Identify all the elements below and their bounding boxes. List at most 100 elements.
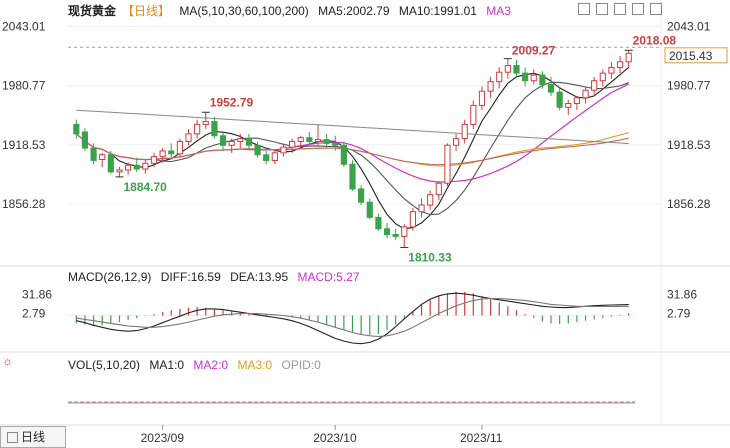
candle-body — [444, 144, 451, 184]
time-axis-label: 2023/11 — [460, 431, 503, 445]
candle-body — [81, 131, 89, 149]
candle-body — [608, 66, 615, 74]
candle-body — [625, 52, 632, 63]
candle-body — [107, 154, 114, 173]
candle-body — [591, 80, 598, 91]
candle-body — [271, 152, 278, 161]
candle-body — [245, 138, 253, 146]
candle-body — [237, 138, 244, 142]
candle-body — [332, 142, 339, 146]
ma200-line — [76, 109, 629, 145]
expand-icon[interactable] — [632, 3, 644, 15]
price-tick-label-right: 1856.28 — [667, 197, 711, 211]
candle-body — [409, 211, 417, 228]
candle-body — [547, 84, 555, 93]
candle-body — [211, 121, 218, 137]
current-price-box — [664, 47, 728, 64]
grid-icon[interactable] — [650, 3, 662, 15]
candle-body — [366, 201, 373, 218]
vol-ma1: MA1:0 — [149, 358, 185, 372]
macd-dea-line — [76, 297, 629, 338]
macd-tick-label-left: 2.79 — [22, 307, 46, 321]
candle-body — [228, 140, 235, 146]
annotation-2009: 2009.27 — [512, 44, 556, 58]
vol-header: VOL(5,10,20) MA1:0 MA2:0 MA3:0 OPID:0 — [68, 358, 327, 372]
candle-body — [452, 138, 460, 146]
candle-body — [323, 139, 330, 144]
period-label[interactable]: 【日线】 — [122, 4, 171, 18]
candle-body — [125, 164, 132, 171]
annotation-1884: 1884.70 — [123, 180, 167, 194]
candle-body — [297, 137, 304, 142]
macd-header: MACD(26,12,9) DIFF:16.59 DEA:13.95 MACD:… — [68, 270, 366, 284]
plus-icon[interactable] — [614, 3, 626, 15]
candle-body — [280, 146, 287, 154]
candle-body — [90, 147, 97, 161]
macd-tick-label-left: 31.86 — [22, 288, 52, 302]
candle-body — [513, 65, 520, 74]
candle-body — [522, 72, 529, 82]
candle-body — [168, 150, 175, 155]
price-tick-label-left: 2043.01 — [2, 20, 46, 34]
macd-tick-label-right: 31.86 — [667, 288, 697, 302]
price-tick-label-left: 1980.77 — [2, 79, 46, 93]
candle-body — [478, 90, 486, 106]
ma5-line — [75, 66, 630, 230]
candle-body — [159, 150, 166, 158]
candle-body — [349, 163, 356, 190]
ma-toggle[interactable]: MA(5,10,30,60,100,200) — [179, 4, 309, 18]
candle-body — [176, 140, 183, 155]
period-tab[interactable]: 日线 — [0, 426, 66, 448]
price-tick-label-left: 1918.53 — [2, 138, 46, 152]
candle-body — [599, 72, 606, 82]
candle-body — [496, 71, 503, 83]
candle-body — [219, 135, 227, 146]
chart-header: 现货黄金 【日线】 MA(5,10,30,60,100,200) MA5:2002… — [68, 2, 517, 19]
price-tick-label-right: 1980.77 — [667, 79, 711, 93]
price-tick-label-left: 1856.28 — [2, 197, 46, 211]
candle-body — [504, 65, 511, 73]
candle-body — [487, 81, 494, 92]
sun-icon[interactable]: ☼ — [2, 354, 13, 368]
macd-diff-line — [76, 292, 629, 345]
vol-opid: OPID:0 — [281, 358, 321, 372]
minus-icon[interactable] — [596, 3, 608, 15]
macd-diff: DIFF:16.59 — [160, 270, 221, 284]
price-tick-label-right: 1918.53 — [667, 138, 711, 152]
candle-body — [185, 133, 192, 142]
ma5-value: MA5:2002.79 — [318, 4, 390, 18]
macd-title[interactable]: MACD(26,12,9) — [68, 270, 152, 284]
macd-value: MACD:5.27 — [297, 270, 360, 284]
current-price-label: 2015.43 — [669, 49, 713, 63]
macd-dea: DEA:13.95 — [230, 270, 289, 284]
ma3-value: MA3 — [486, 4, 511, 18]
candle-body — [539, 74, 546, 86]
candle-body — [461, 123, 468, 140]
candle-body — [427, 194, 434, 206]
annotation-high: 2018.08 — [633, 33, 677, 47]
candle-body — [99, 154, 106, 161]
candle-body — [142, 162, 149, 170]
candle-body — [375, 216, 382, 230]
annotation-1810: 1810.33 — [408, 250, 452, 264]
macd-tick-label-right: 2.79 — [667, 307, 691, 321]
candle-body — [401, 226, 408, 237]
candle-body — [392, 233, 399, 237]
candle-body — [314, 139, 322, 142]
ma10-line — [75, 81, 629, 216]
candle-body — [616, 61, 624, 68]
time-axis-label: 2023/10 — [313, 431, 357, 445]
vol-ma2: MA2:0 — [193, 358, 229, 372]
annotation-1952: 1952.79 — [210, 95, 254, 109]
candle-body — [340, 144, 347, 165]
candle-body — [358, 188, 365, 203]
candle-body — [306, 137, 313, 142]
vol-title[interactable]: VOL(5,10,20) — [68, 358, 141, 372]
candle-body — [263, 154, 270, 161]
candle-body — [288, 140, 296, 148]
candle-body — [150, 156, 158, 164]
candle-body — [556, 91, 563, 108]
candle-body — [194, 123, 201, 135]
settings-icon[interactable] — [578, 3, 590, 15]
